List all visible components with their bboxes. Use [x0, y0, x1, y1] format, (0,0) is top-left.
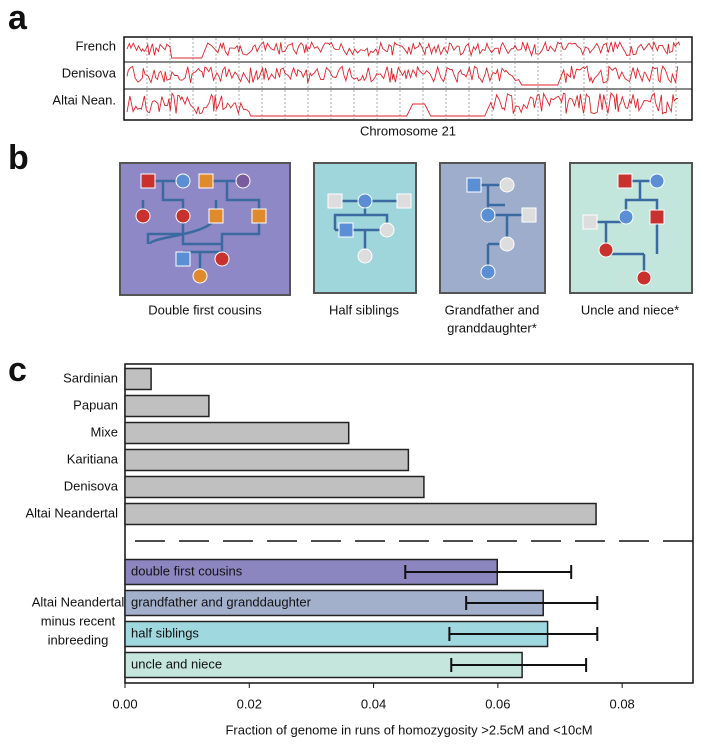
bar	[124, 421, 350, 445]
pedigree-box	[313, 162, 417, 294]
x-tick-label: 0.02	[237, 696, 262, 711]
track-label: Denisova	[62, 65, 117, 80]
x-axis-label: Fraction of genome in runs of homozygosi…	[225, 722, 592, 737]
x-tick-label: 0.00	[112, 696, 137, 711]
x-tick-label: 0.08	[609, 696, 634, 711]
y-tick-label: Mixe	[91, 424, 118, 439]
track-frame	[123, 36, 693, 121]
bar-label: half siblings	[131, 625, 199, 640]
track-axis-label: Chromosome 21	[360, 123, 456, 138]
bar	[124, 448, 410, 472]
group-label: inbreeding	[48, 632, 109, 647]
y-tick-label: Denisova	[64, 478, 119, 493]
track-trace	[126, 91, 679, 117]
bar-label: grandfather and granddaughter	[131, 594, 312, 609]
tracks	[126, 38, 681, 119]
track-label: Altai Nean.	[52, 92, 116, 107]
bar-label: double first cousins	[131, 563, 243, 578]
pedigree	[135, 173, 665, 286]
pedigree-label: Grandfather and	[445, 302, 540, 317]
error-bar	[404, 565, 573, 579]
error-bar	[465, 596, 599, 610]
pedigree-label: Uncle and niece*	[581, 302, 679, 317]
x-tick-label: 0.04	[361, 696, 386, 711]
bar-label: uncle and niece	[131, 656, 222, 671]
pedigree-label: granddaughter*	[447, 320, 537, 335]
bar	[124, 475, 425, 499]
error-bar	[450, 658, 588, 672]
bar	[124, 394, 210, 418]
y-tick-label: Sardinian	[63, 370, 118, 385]
panel-label: b	[8, 139, 29, 177]
y-tick-label: Papuan	[73, 397, 118, 412]
group-label: minus recent	[41, 613, 116, 628]
panel-label: c	[8, 351, 27, 389]
y-tick-label: Altai Neandertal	[26, 505, 119, 520]
track-label: French	[76, 38, 116, 53]
pedigree-label: Half siblings	[329, 302, 400, 317]
track-trace	[126, 65, 679, 86]
bar	[124, 367, 152, 391]
bar	[124, 502, 597, 526]
track-trace	[126, 40, 681, 59]
panel-label: a	[8, 0, 28, 37]
x-tick-label: 0.06	[485, 696, 510, 711]
pedigree-label: Double first cousins	[148, 302, 262, 317]
y-tick-label: Karitiana	[67, 451, 119, 466]
group-label: Altai Neandertal	[32, 594, 125, 609]
error-bar	[448, 627, 599, 641]
